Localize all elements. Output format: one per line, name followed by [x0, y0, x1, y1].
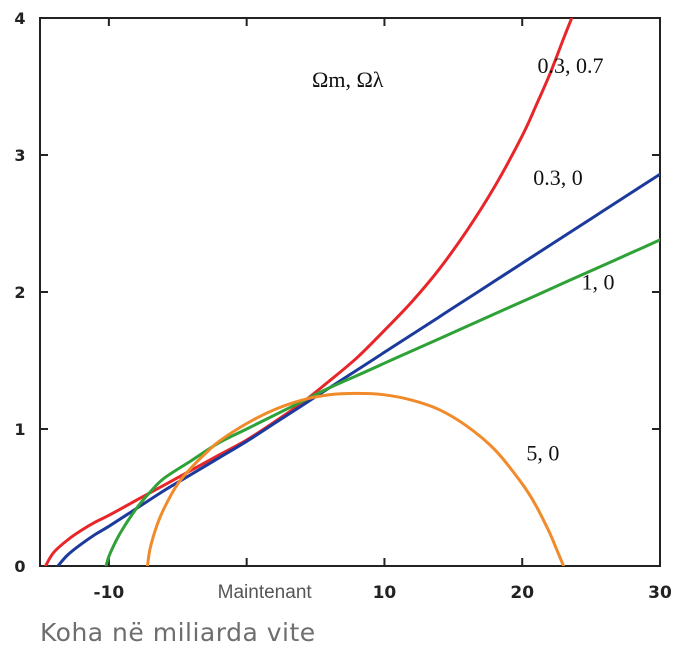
y-tick-label: 4 — [14, 9, 25, 28]
x-tick-label: 30 — [648, 583, 672, 603]
series-line-2 — [104, 238, 660, 566]
curve-label: 0.3, 0.7 — [537, 53, 603, 78]
series-curves — [44, 18, 660, 566]
y-tick-label: 2 — [14, 283, 25, 302]
plot-frame — [39, 17, 661, 567]
curve-labels: 0.3, 0.7 0.3, 0 1, 0 5, 0 — [526, 53, 614, 466]
plot-border — [39, 17, 661, 567]
y-tick-label: 0 — [14, 557, 25, 576]
curve-label: 0.3, 0 — [533, 165, 583, 190]
y-tick-label: 3 — [14, 146, 25, 165]
x-tick-label: -10 — [94, 583, 125, 603]
x-tick-label-now: Maintenant — [218, 582, 313, 603]
x-tick-label: 10 — [373, 583, 397, 603]
x-tick-label: 20 — [510, 583, 534, 603]
series-line-1 — [56, 172, 660, 566]
curve-label: 5, 0 — [526, 441, 559, 466]
curve-label: 1, 0 — [582, 269, 615, 294]
y-tick-label: 1 — [14, 420, 25, 439]
legend-title: Ωm, Ωλ — [312, 67, 384, 92]
series-line-3 — [146, 391, 566, 566]
x-axis-label: Koha në miliarda vite — [40, 618, 316, 647]
